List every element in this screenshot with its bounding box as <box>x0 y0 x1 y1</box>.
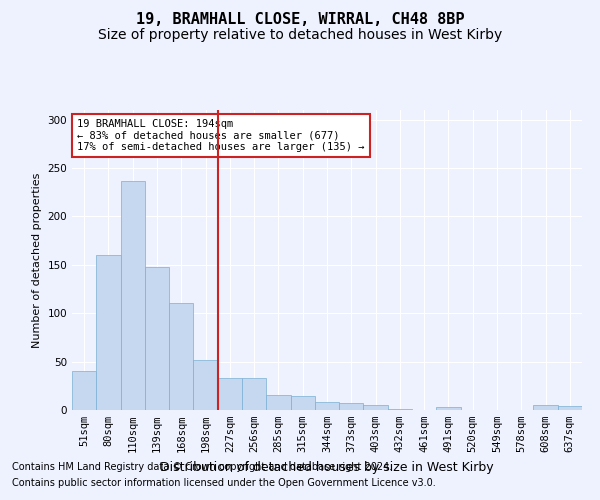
Bar <box>72 372 96 410</box>
Y-axis label: Number of detached properties: Number of detached properties <box>32 172 42 348</box>
Bar <box>145 267 169 410</box>
Text: Contains public sector information licensed under the Open Government Licence v3: Contains public sector information licen… <box>12 478 436 488</box>
Bar <box>169 302 193 410</box>
Text: 19, BRAMHALL CLOSE, WIRRAL, CH48 8BP: 19, BRAMHALL CLOSE, WIRRAL, CH48 8BP <box>136 12 464 28</box>
Bar <box>96 255 121 410</box>
Text: Size of property relative to detached houses in West Kirby: Size of property relative to detached ho… <box>98 28 502 42</box>
Bar <box>266 394 290 410</box>
Bar <box>218 378 242 410</box>
Bar <box>533 405 558 410</box>
Bar <box>558 406 582 410</box>
Bar <box>290 396 315 410</box>
Bar <box>436 407 461 410</box>
Bar <box>242 378 266 410</box>
Bar <box>193 360 218 410</box>
Bar <box>388 409 412 410</box>
Bar <box>121 180 145 410</box>
Text: Contains HM Land Registry data © Crown copyright and database right 2024.: Contains HM Land Registry data © Crown c… <box>12 462 392 472</box>
Text: 19 BRAMHALL CLOSE: 194sqm
← 83% of detached houses are smaller (677)
17% of semi: 19 BRAMHALL CLOSE: 194sqm ← 83% of detac… <box>77 119 365 152</box>
Bar <box>364 405 388 410</box>
Bar <box>339 403 364 410</box>
Bar <box>315 402 339 410</box>
X-axis label: Distribution of detached houses by size in West Kirby: Distribution of detached houses by size … <box>160 460 494 473</box>
